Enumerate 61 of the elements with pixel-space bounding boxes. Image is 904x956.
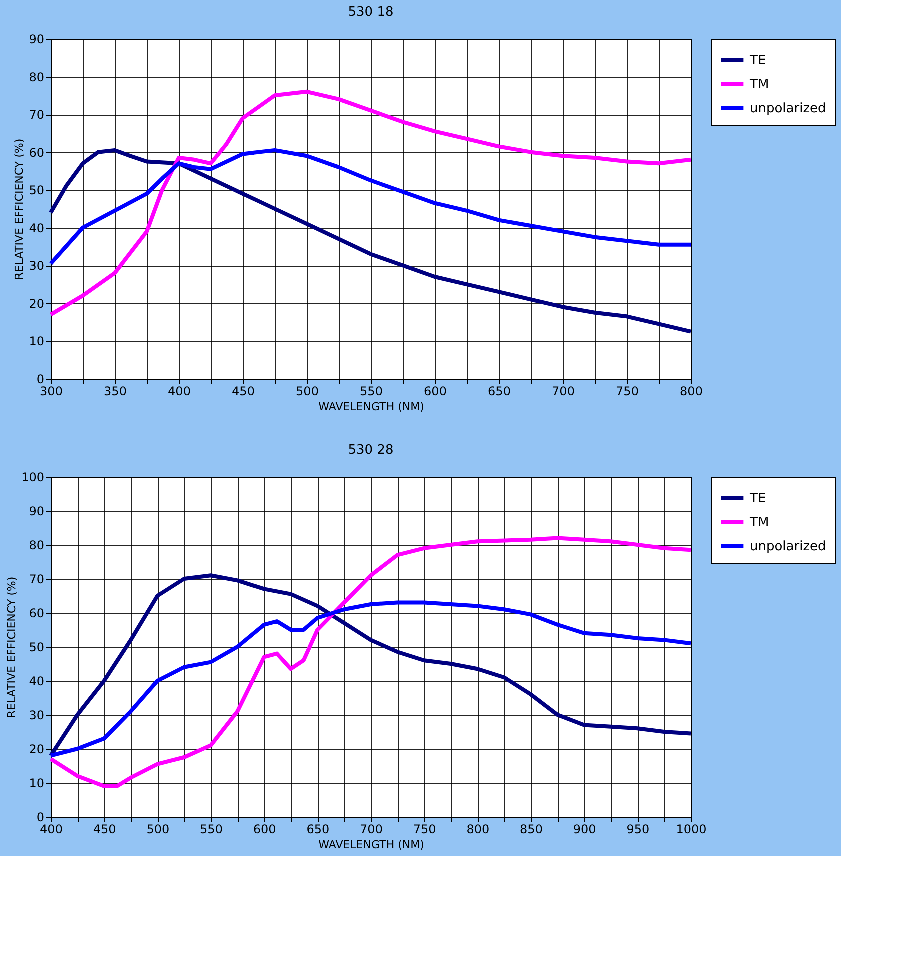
y-tick-label: 90 xyxy=(29,32,44,46)
x-tick-label: 350 xyxy=(104,384,127,398)
y-tick-label: 60 xyxy=(29,606,44,620)
x-tick-label: 700 xyxy=(360,822,383,836)
x-tick-label: 1000 xyxy=(676,822,707,836)
x-tick-label: 750 xyxy=(616,384,639,398)
legend-label: unpolarized xyxy=(750,102,826,116)
y-tick-label: 10 xyxy=(29,776,44,790)
x-tick-label: 300 xyxy=(40,384,63,398)
x-tick-label: 600 xyxy=(424,384,447,398)
x-tick-label: 600 xyxy=(253,822,276,836)
x-tick-label: 500 xyxy=(146,822,170,836)
line-series xyxy=(49,90,693,317)
y-tick-label: 90 xyxy=(29,504,44,518)
x-tick-label: 550 xyxy=(360,384,383,398)
y-tick-label: 40 xyxy=(29,674,44,688)
y-tick-label: 80 xyxy=(29,538,44,552)
x-tick-label: 800 xyxy=(680,384,703,398)
y-tick-label: 30 xyxy=(29,708,44,722)
x-tick-label: 950 xyxy=(626,822,650,836)
y-tick-label: 20 xyxy=(29,742,44,756)
x-tick-label: 450 xyxy=(93,822,116,836)
chart-title: 530 28 xyxy=(348,443,394,458)
y-tick-label: 20 xyxy=(29,296,44,311)
legend-label: TM xyxy=(749,78,770,92)
x-tick-label: 550 xyxy=(200,822,223,836)
y-tick-label: 10 xyxy=(29,334,44,349)
x-tick-label: 400 xyxy=(168,384,191,398)
y-tick-label: 70 xyxy=(29,108,44,122)
y-tick-label: 80 xyxy=(29,70,44,84)
line-series xyxy=(49,536,693,788)
y-tick-label: 0 xyxy=(36,810,44,824)
legend-label: TE xyxy=(749,492,766,506)
x-tick-label: 500 xyxy=(296,384,319,398)
x-tick-label: 800 xyxy=(466,822,490,836)
y-axis-title: RELATIVE EFFICIENCY (%) xyxy=(13,138,26,280)
x-tick-label: 900 xyxy=(573,822,596,836)
y-tick-label: 40 xyxy=(29,221,44,236)
line-series xyxy=(49,148,693,334)
legend-label: unpolarized xyxy=(750,540,826,554)
x-tick-label: 650 xyxy=(488,384,511,398)
chart-title: 530 18 xyxy=(348,5,394,20)
y-tick-label: 50 xyxy=(29,640,44,654)
x-tick-label: 850 xyxy=(520,822,543,836)
y-tick-label: 50 xyxy=(29,184,44,198)
x-axis-title: WAVELENGTH (NM) xyxy=(318,838,424,852)
x-tick-label: 400 xyxy=(40,822,63,836)
legend-label: TM xyxy=(749,516,770,530)
legend-label: TE xyxy=(749,54,766,68)
x-tick-label: 750 xyxy=(413,822,436,836)
line-series xyxy=(49,148,693,266)
y-tick-label: 60 xyxy=(29,146,44,160)
y-tick-label: 30 xyxy=(29,259,44,274)
x-tick-label: 650 xyxy=(306,822,330,836)
y-axis-title: RELATIVE EFFICIENCY (%) xyxy=(6,576,19,718)
x-tick-label: 700 xyxy=(552,384,575,398)
x-tick-label: 450 xyxy=(232,384,255,398)
y-tick-label: 100 xyxy=(22,470,44,484)
y-tick-label: 70 xyxy=(29,572,44,586)
y-tick-label: 0 xyxy=(36,372,44,386)
x-axis-title: WAVELENGTH (NM) xyxy=(318,400,424,414)
